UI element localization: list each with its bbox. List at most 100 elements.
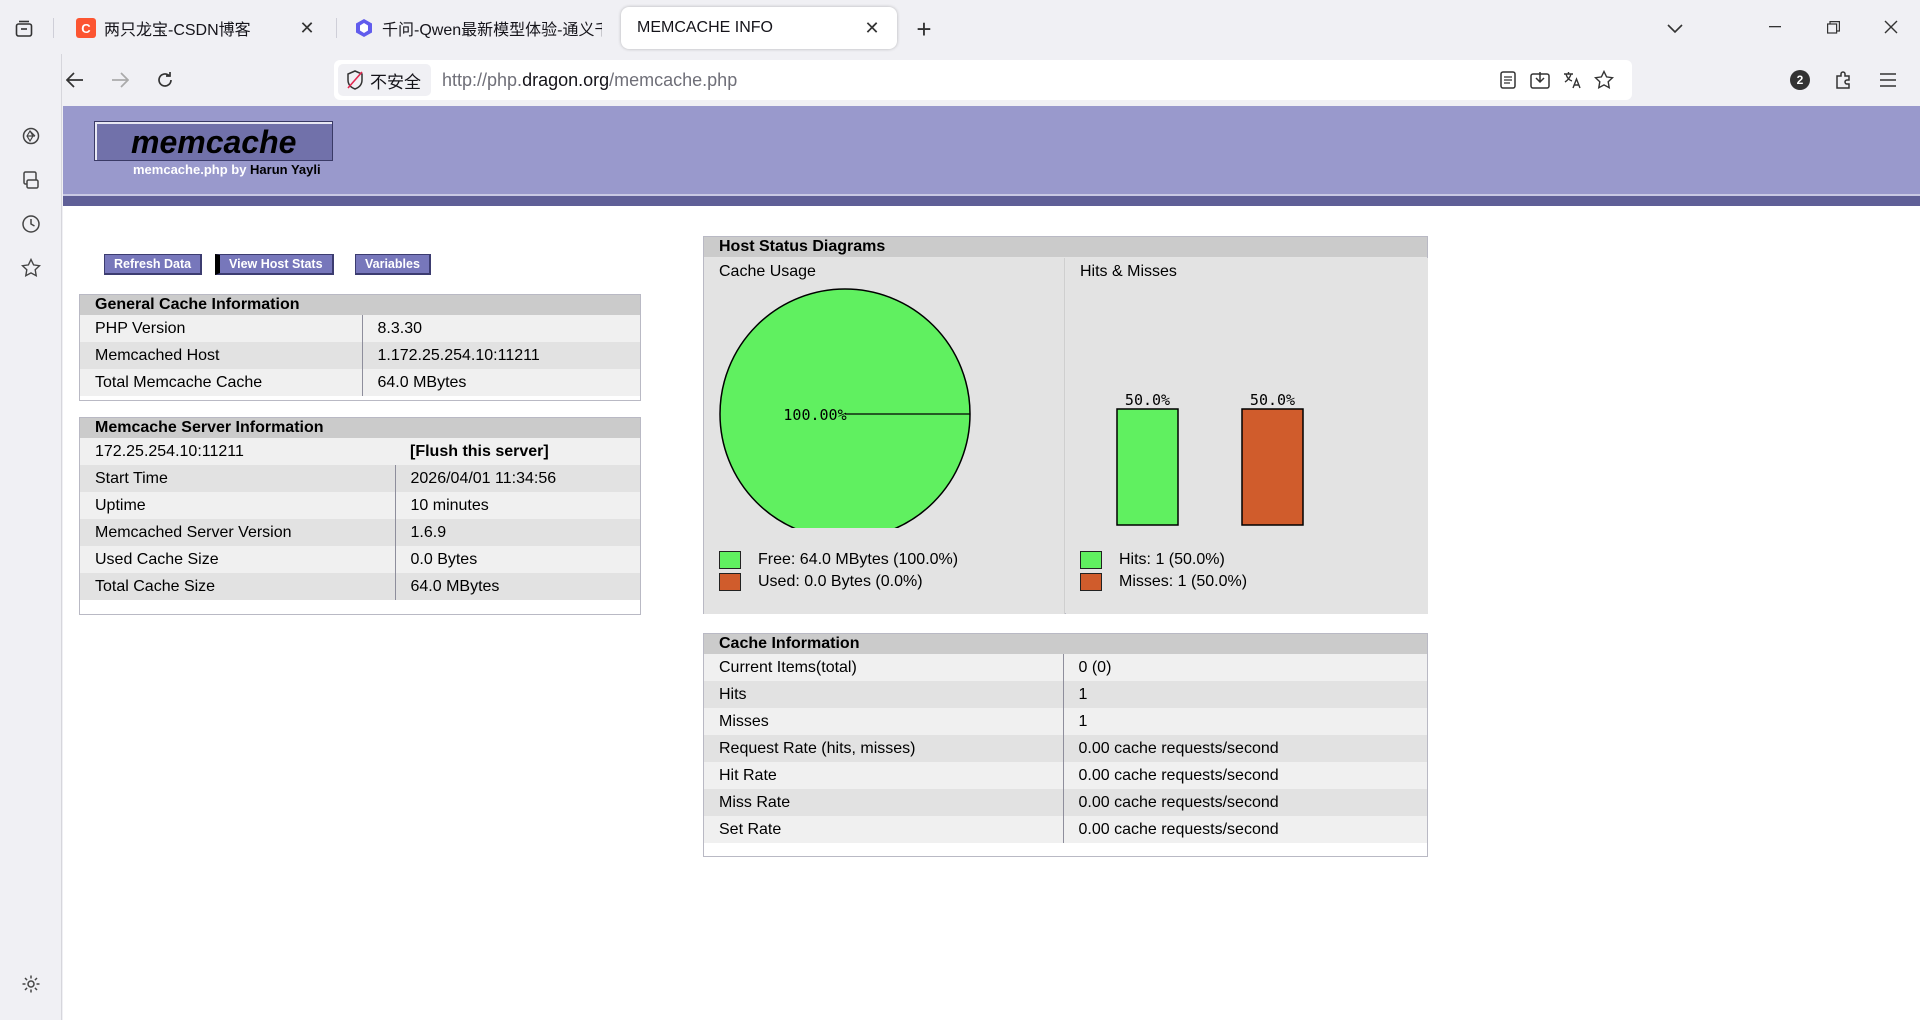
- row-value: 64.0 MBytes: [362, 369, 640, 396]
- close-window-icon[interactable]: [1876, 12, 1906, 42]
- row-value: 1: [1063, 708, 1427, 735]
- cache-usage-title: Cache Usage: [719, 263, 816, 280]
- reader-view-icon[interactable]: [1494, 66, 1522, 94]
- security-label: 不安全: [370, 72, 421, 92]
- minimize-icon[interactable]: [1760, 12, 1790, 42]
- server-info-title: Memcache Server Information: [80, 418, 640, 438]
- ai-chatbot-icon[interactable]: [13, 118, 49, 154]
- table-row: Memcached Server Version 1.6.9: [80, 519, 640, 546]
- server-info-box: Memcache Server Information 172.25.254.1…: [79, 417, 641, 615]
- forward-arrow-icon[interactable]: [102, 62, 138, 98]
- page-header: memcache memcache.php by Harun Yayli: [63, 106, 1920, 194]
- page-content: memcache memcache.php by Harun Yayli Ref…: [63, 106, 1920, 1020]
- back-arrow-icon[interactable]: [57, 62, 93, 98]
- legend-hits: Hits: 1 (50.0%): [1080, 551, 1225, 569]
- table-row: Start Time 2026/04/01 11:34:56: [80, 465, 640, 492]
- tab-overview-icon[interactable]: [10, 15, 38, 43]
- row-label: Request Rate (hits, misses): [704, 735, 1064, 762]
- legend-swatch-misses: [1080, 573, 1102, 591]
- flush-server-link[interactable]: [Flush this server]: [395, 438, 640, 465]
- hits-misses-bar-chart: 50.0% 50.0%: [1116, 391, 1304, 526]
- row-value: 1.172.25.254.10:11211: [362, 342, 640, 369]
- table-row: Set Rate 0.00 cache requests/second: [704, 816, 1427, 843]
- legend-swatch-hits: [1080, 551, 1102, 569]
- save-page-icon[interactable]: [1526, 66, 1554, 94]
- url-host: dragon.org: [522, 70, 610, 90]
- tab-title: MEMCACHE INFO: [637, 19, 773, 36]
- app-menu-hamburger-icon[interactable]: [1870, 62, 1906, 98]
- extensions-puzzle-icon[interactable]: [1826, 62, 1862, 98]
- url-text[interactable]: http://php.dragon.org/memcache.php: [442, 60, 737, 100]
- list-all-tabs-chevron-down-icon[interactable]: [1660, 14, 1690, 44]
- restore-window-icon[interactable]: [1818, 12, 1848, 42]
- row-label: Misses: [704, 708, 1064, 735]
- legend-swatch-free: [719, 551, 741, 569]
- table-row: Total Memcache Cache 64.0 MBytes: [80, 369, 640, 396]
- row-value: 0.00 cache requests/second: [1063, 762, 1427, 789]
- legend-misses-label: Misses: 1 (50.0%): [1119, 573, 1248, 590]
- tab-qwen[interactable]: 千问-Qwen最新模型体验-通义千问: [340, 7, 616, 49]
- table-row: Hit Rate 0.00 cache requests/second: [704, 762, 1427, 789]
- new-tab-plus-icon[interactable]: +: [916, 13, 932, 44]
- general-cache-info-box: General Cache Information PHP Version 8.3…: [79, 294, 641, 401]
- row-value: 8.3.30: [362, 315, 640, 342]
- cache-usage-panel: Cache Usage 100.00% Free: 64.0 MBytes (1…: [704, 258, 1065, 614]
- translate-icon[interactable]: [1558, 66, 1586, 94]
- synced-tabs-icon[interactable]: [13, 162, 49, 198]
- tab-memcache-info[interactable]: MEMCACHE INFO ✕: [621, 7, 897, 49]
- cache-information-title: Cache Information: [704, 634, 1427, 654]
- bookmark-star-icon[interactable]: [1590, 66, 1618, 94]
- tab-close-icon[interactable]: ✕: [864, 17, 880, 38]
- refresh-data-button[interactable]: Refresh Data: [104, 254, 203, 275]
- row-value: 0.00 cache requests/second: [1063, 816, 1427, 843]
- reload-icon[interactable]: [147, 62, 183, 98]
- row-value: 10 minutes: [395, 492, 640, 519]
- extensions-badge-count: 2: [1790, 70, 1810, 90]
- server-info-table: 172.25.254.10:11211 [Flush this server] S…: [80, 438, 640, 600]
- tab-separator: [336, 18, 337, 38]
- row-label: Miss Rate: [704, 789, 1064, 816]
- bar-hits: [1116, 408, 1179, 526]
- bar-misses: [1241, 408, 1304, 526]
- sidebar-settings-gear-icon[interactable]: [13, 966, 49, 1002]
- csdn-favicon-icon: C: [76, 18, 96, 38]
- view-host-stats-button[interactable]: View Host Stats: [215, 254, 334, 275]
- hits-misses-panel: Hits & Misses 50.0% 50.0% Hits: 1 (50.0%)…: [1066, 258, 1428, 614]
- hits-misses-title: Hits & Misses: [1080, 263, 1177, 280]
- url-prefix: http://php.: [442, 70, 523, 90]
- url-bar[interactable]: 不安全 http://php.dragon.org/memcache.php: [334, 60, 1632, 100]
- header-divider: [63, 194, 1920, 206]
- table-row: 172.25.254.10:11211 [Flush this server]: [80, 438, 640, 465]
- history-clock-icon[interactable]: [13, 206, 49, 242]
- bookmarks-star-icon[interactable]: [13, 250, 49, 286]
- legend-swatch-used: [719, 573, 741, 591]
- legend-free: Free: 64.0 MBytes (100.0%): [719, 551, 958, 569]
- table-row: Used Cache Size 0.0 Bytes: [80, 546, 640, 573]
- tab-csdn[interactable]: C 两只龙宝-CSDN博客 ✕: [62, 7, 332, 49]
- legend-hits-label: Hits: 1 (50.0%): [1119, 551, 1225, 568]
- tab-close-icon[interactable]: ✕: [299, 17, 315, 38]
- row-value: 0.00 cache requests/second: [1063, 735, 1427, 762]
- memcache-logo: memcache: [94, 121, 333, 161]
- table-row: Request Rate (hits, misses) 0.00 cache re…: [704, 735, 1427, 762]
- variables-button[interactable]: Variables: [355, 254, 431, 275]
- subtitle-prefix: memcache.php by: [133, 162, 251, 177]
- legend-used-label: Used: 0.0 Bytes (0.0%): [758, 573, 923, 590]
- table-row: Total Cache Size 64.0 MBytes: [80, 573, 640, 600]
- bar-data-label: 50.0%: [1250, 391, 1295, 409]
- server-host: 172.25.254.10:11211: [80, 438, 395, 465]
- row-label: Used Cache Size: [80, 546, 396, 573]
- subtitle-author: Harun Yayli: [250, 162, 321, 177]
- cache-usage-pie-chart: 100.00%: [719, 288, 971, 528]
- table-row: Uptime 10 minutes: [80, 492, 640, 519]
- table-row: Miss Rate 0.00 cache requests/second: [704, 789, 1427, 816]
- row-label: Current Items(total): [704, 654, 1064, 681]
- url-path: /memcache.php: [609, 70, 738, 90]
- extensions-badge-icon[interactable]: 2: [1782, 62, 1818, 98]
- table-row: PHP Version 8.3.30: [80, 315, 640, 342]
- row-label: Memcached Server Version: [80, 519, 396, 546]
- row-label: Set Rate: [704, 816, 1064, 843]
- security-indicator[interactable]: 不安全: [338, 64, 431, 96]
- table-row: Memcached Host 1.172.25.254.10:11211: [80, 342, 640, 369]
- row-label: Uptime: [80, 492, 396, 519]
